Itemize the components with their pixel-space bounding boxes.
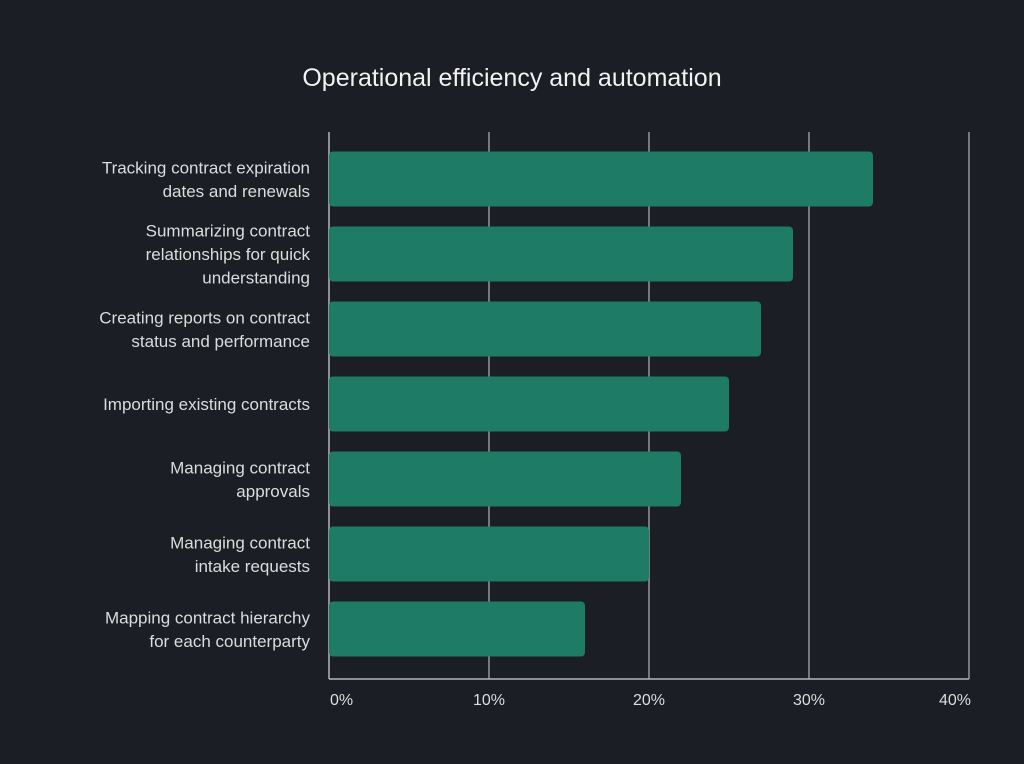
x-tick-label: 30% — [793, 692, 825, 709]
x-tick-label: 40% — [939, 692, 971, 709]
category-label: Creating reports on contract — [99, 308, 310, 327]
x-tick-label: 10% — [473, 692, 505, 709]
category-label: Summarizing contract — [146, 222, 311, 241]
x-tick-label: 0% — [330, 692, 353, 709]
bar — [329, 451, 681, 507]
bar — [329, 226, 793, 282]
category-label: for each counterparty — [149, 632, 310, 651]
chart-title: Operational efficiency and automation — [302, 64, 722, 92]
bar — [329, 601, 585, 657]
category-label: Managing contract — [170, 533, 310, 552]
category-label: Mapping contract hierarchy — [105, 608, 311, 627]
category-label: Managing contract — [170, 458, 310, 477]
category-label: approvals — [236, 482, 310, 501]
x-tick-label: 20% — [633, 692, 665, 709]
bar — [329, 301, 761, 357]
category-label: understanding — [202, 269, 310, 288]
bar — [329, 526, 649, 582]
category-label: status and performance — [131, 332, 310, 351]
bar — [329, 151, 873, 207]
category-label: intake requests — [195, 557, 310, 576]
category-label: Importing existing contracts — [103, 395, 310, 414]
category-label: relationships for quick — [146, 245, 311, 264]
category-label: Tracking contract expiration — [102, 158, 310, 177]
bar — [329, 376, 729, 432]
category-label: dates and renewals — [163, 182, 310, 201]
